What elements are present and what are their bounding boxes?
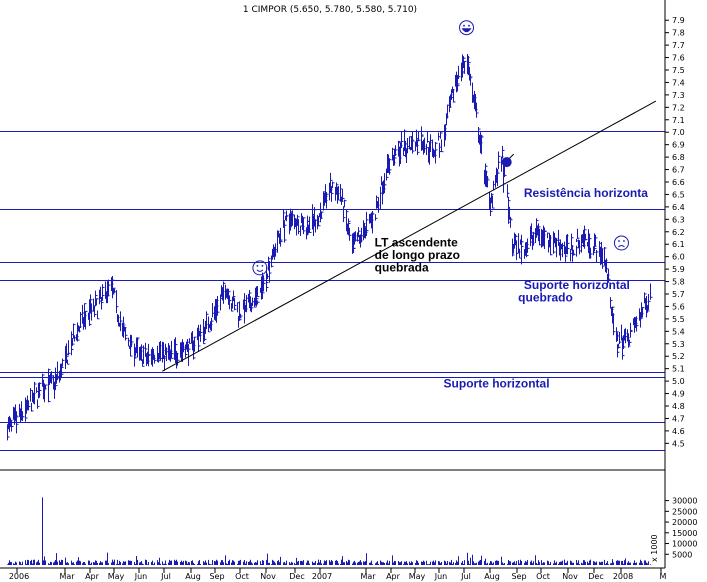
volume-tick-label: 25000 <box>672 507 697 516</box>
price-tick-label: 5.9 <box>672 265 685 274</box>
time-tick-label: Dec <box>588 572 603 581</box>
price-tick-label: 4.9 <box>672 390 685 399</box>
price-tick-label: 6.0 <box>672 253 685 262</box>
volume-tick-label: 20000 <box>672 518 697 527</box>
price-tick-label: 7.9 <box>672 16 685 25</box>
volume-tick-label: 30000 <box>672 497 697 506</box>
price-axis-ticks: 7.9 7.8 7.7 7.6 7.5 7.4 7.3 7.2 7.1 7.0 6.9 6.8 6.7 6… <box>665 16 685 448</box>
trend-line-group <box>162 100 657 372</box>
volume-bars <box>7 497 651 565</box>
annotation-lt2: de longo prazo <box>375 248 460 262</box>
volume-tick-label: 15000 <box>672 529 697 538</box>
time-tick-label: 2008 <box>613 572 633 581</box>
price-tick-label: 5.6 <box>672 302 685 311</box>
price-tick-label: 7.6 <box>672 54 685 63</box>
time-tick-label: Aug <box>185 572 201 581</box>
time-tick-label: May <box>108 572 125 581</box>
time-tick-label: Jun <box>134 572 148 581</box>
time-tick-label: Dec <box>289 572 304 581</box>
price-tick-label: 5.3 <box>672 340 685 349</box>
time-tick-label: M <box>660 572 667 581</box>
horizontal-levels <box>0 131 665 451</box>
price-tick-label: 5.2 <box>672 352 685 361</box>
price-tick-label: 5.0 <box>672 377 685 386</box>
time-tick-label: 2006 <box>9 572 29 581</box>
price-tick-label: 4.5 <box>672 439 685 448</box>
price-tick-label: 4.6 <box>672 427 685 436</box>
price-tick-label: 6.9 <box>672 141 685 150</box>
annotation-lt1: LT ascendente <box>375 236 458 250</box>
price-tick-label: 7.8 <box>672 29 685 38</box>
time-tick-label: Mar <box>59 572 75 581</box>
price-tick-label: 7.2 <box>672 103 685 112</box>
price-tick-label: 7.3 <box>672 91 685 100</box>
time-tick-label: May <box>409 572 426 581</box>
time-tick-label: Jun <box>434 572 448 581</box>
time-tick-label: Mar <box>360 572 376 581</box>
time-tick-label: Sep <box>511 572 526 581</box>
annotation-sup1: Suporte horizontal <box>524 278 630 292</box>
price-tick-label: 6.3 <box>672 215 685 224</box>
price-tick-label: 7.5 <box>672 66 685 75</box>
time-tick-label: Nov <box>562 572 578 581</box>
bomb-marker <box>501 153 515 168</box>
price-tick-label: 6.5 <box>672 190 685 199</box>
markers <box>252 20 629 276</box>
price-tick-label: 7.0 <box>672 128 685 137</box>
volume-unit-label: x 1000 <box>650 534 659 562</box>
price-tick-label: 6.8 <box>672 153 685 162</box>
volume-tick-label: 5000 <box>672 550 692 559</box>
time-tick-label: Aug <box>484 572 500 581</box>
sad-face-marker <box>613 235 629 251</box>
annotation-sup2: quebrado <box>518 290 573 304</box>
price-tick-label: 5.1 <box>672 365 685 374</box>
time-tick-label: Jul <box>460 572 471 581</box>
volume-tick-label: 10000 <box>672 540 697 549</box>
price-tick-label: 6.4 <box>672 203 685 212</box>
time-tick-label: Jul <box>160 572 171 581</box>
price-tick-label: 6.2 <box>672 228 685 237</box>
happy-face-marker <box>252 260 268 276</box>
price-tick-label: 5.4 <box>672 327 685 336</box>
time-tick-label: Apr <box>85 572 100 581</box>
trend-line <box>162 100 657 372</box>
annotation-resistencia: Resistência horizonta <box>524 186 648 200</box>
annotation-lt3: quebrada <box>375 261 429 275</box>
price-tick-label: 5.7 <box>672 290 685 299</box>
price-tick-label: 7.1 <box>672 116 685 125</box>
laughing-face-marker <box>459 20 475 36</box>
chart-title: 1 CIMPOR (5.650, 5.780, 5.580, 5.710) <box>243 5 417 15</box>
time-tick-label: 2007 <box>312 572 332 581</box>
time-tick-label: Apr <box>386 572 401 581</box>
price-tick-label: 6.1 <box>672 240 685 249</box>
price-tick-label: 5.8 <box>672 278 685 287</box>
time-tick-label: Oct <box>235 572 249 581</box>
time-axis-labels: 2006 Mar Apr May Jun Jul Aug Sep Oct Nov Dec 2007 Ma… <box>9 568 667 581</box>
price-tick-label: 4.7 <box>672 414 685 423</box>
price-tick-label: 6.7 <box>672 166 685 175</box>
price-tick-label: 5.5 <box>672 315 685 324</box>
price-tick-label: 6.6 <box>672 178 685 187</box>
time-tick-label: Sep <box>209 572 224 581</box>
price-tick-label: 7.7 <box>672 41 685 50</box>
price-tick-label: 7.4 <box>672 78 685 87</box>
annotation-sup3: Suporte horizontal <box>444 376 550 390</box>
price-tick-label: 4.8 <box>672 402 685 411</box>
time-tick-label: Nov <box>260 572 276 581</box>
time-tick-label: Oct <box>536 572 550 581</box>
